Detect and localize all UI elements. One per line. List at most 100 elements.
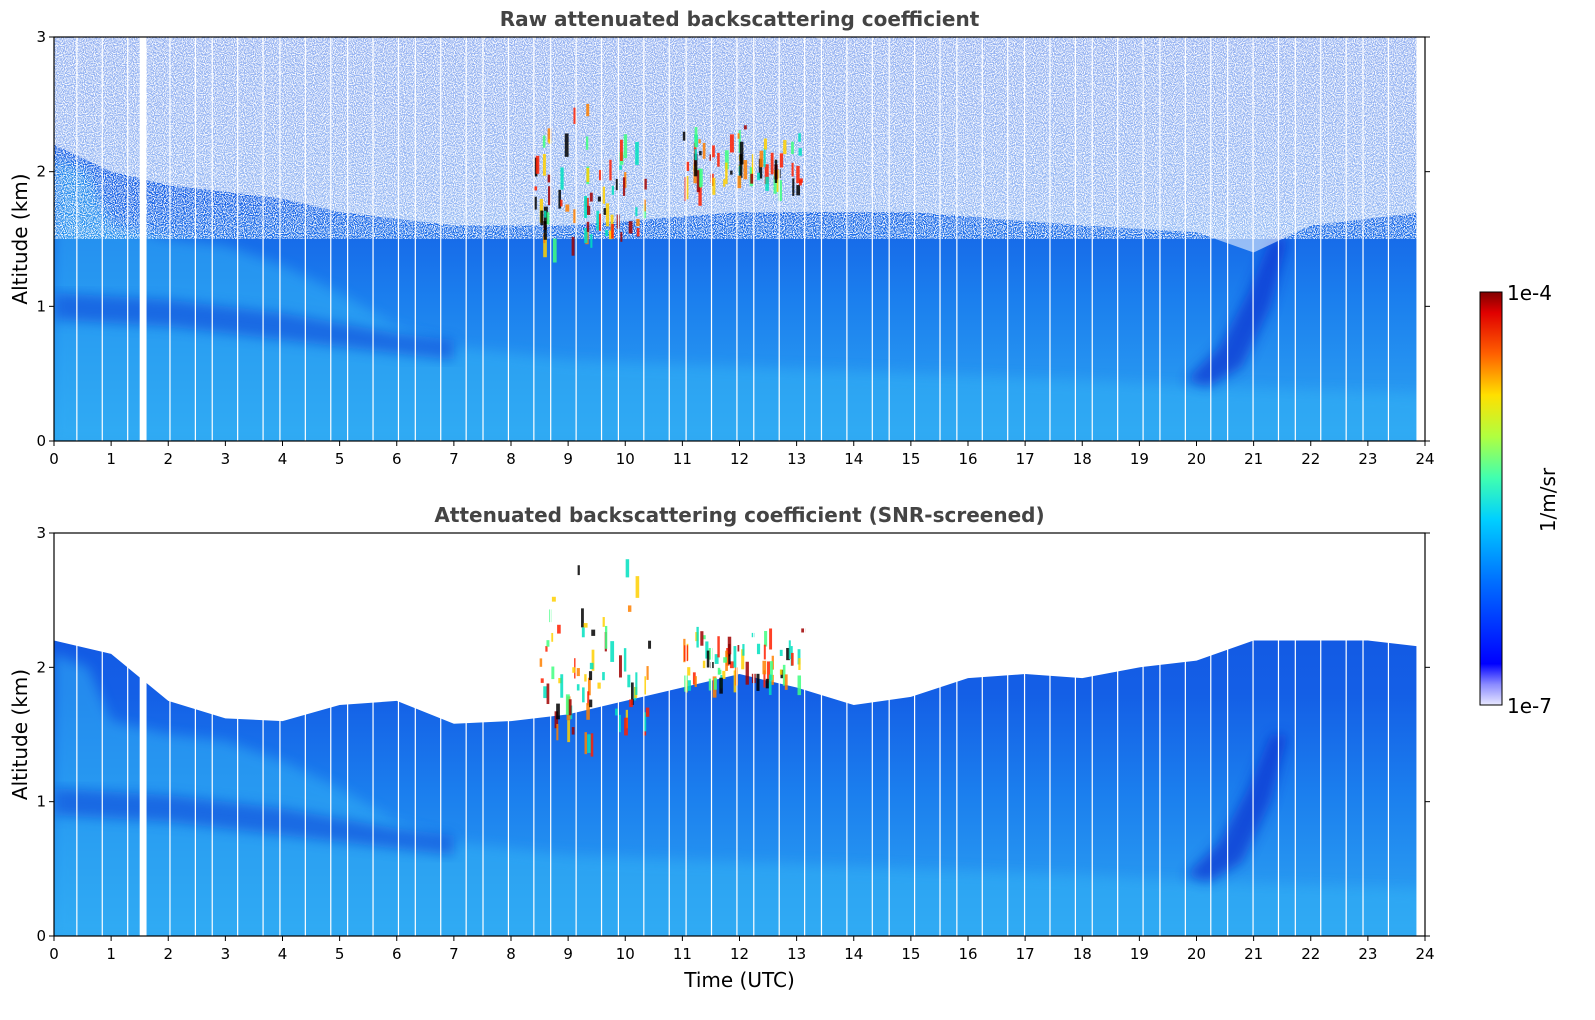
- cloud-streak: [694, 127, 698, 148]
- boundary-layer-region: [54, 158, 1425, 441]
- cloud-streak: [765, 678, 769, 689]
- cloud-streak: [729, 134, 734, 153]
- cloud-streak: [623, 648, 627, 672]
- cloud-streak: [535, 155, 540, 174]
- plot-area: [54, 37, 1425, 441]
- x-tick-label: 5: [335, 945, 345, 963]
- cloud-streak: [729, 661, 734, 669]
- x-tick-label: 7: [449, 450, 459, 468]
- cloud-streak: [590, 234, 593, 248]
- x-tick-label: 0: [49, 945, 59, 963]
- colorbar-min-label: 1e-7: [1507, 694, 1552, 718]
- cloud-streak: [604, 625, 608, 649]
- cloud-streak: [564, 133, 569, 157]
- cloud-streak: [546, 640, 550, 647]
- cloud-streak: [791, 652, 794, 666]
- colorbar: 1e-4 1e-7 1/m/sr: [1479, 281, 1560, 718]
- y-tick-label: 3: [36, 28, 46, 46]
- cloud-streak: [717, 636, 720, 658]
- cloud-streak: [769, 628, 773, 650]
- cloud-streak: [560, 167, 564, 190]
- cloud-streak: [723, 179, 726, 187]
- cloud-streak: [791, 141, 794, 154]
- x-tick-label: 11: [673, 945, 692, 963]
- x-tick-label: 22: [1301, 945, 1320, 963]
- cloud-streak: [702, 635, 706, 640]
- cloud-streak: [796, 185, 800, 196]
- cloud-streak: [764, 630, 768, 647]
- cloud-streak: [764, 164, 769, 184]
- cloud-streak: [602, 617, 605, 627]
- x-tick-label: 12: [730, 945, 749, 963]
- cloud-streak: [769, 661, 773, 681]
- dark-layer-evening: [1185, 734, 1288, 883]
- cloud-streak: [540, 678, 544, 683]
- cloud-streak: [788, 640, 791, 660]
- x-tick-label: 11: [673, 450, 692, 468]
- y-tick-label: 2: [36, 658, 46, 676]
- x-tick-label: 19: [1130, 450, 1149, 468]
- x-tick-label: 10: [616, 945, 635, 963]
- cloud-streak: [565, 694, 570, 715]
- cloud-streak: [696, 626, 699, 648]
- colorbar-max-label: 1e-4: [1507, 281, 1552, 305]
- cloud-streak: [763, 670, 766, 688]
- cloud-streak: [768, 674, 772, 695]
- cloud-streak: [692, 672, 696, 685]
- cloud-streak: [542, 135, 546, 148]
- cloud-streak: [687, 680, 691, 691]
- cloud-streak: [582, 687, 585, 703]
- cloud-streak: [618, 655, 622, 678]
- cloud-streak: [685, 176, 689, 200]
- x-tick-label: 1: [106, 945, 116, 963]
- cloud-streak: [628, 221, 633, 234]
- profile-gaps: [76, 37, 1390, 441]
- cloud-streak: [646, 666, 649, 680]
- cloud-streak: [583, 623, 588, 628]
- cloud-streak: [763, 148, 766, 168]
- cloud-streak: [712, 177, 716, 195]
- cloud-streak: [745, 661, 749, 685]
- cloud-streak: [596, 210, 600, 231]
- x-tick-label: 2: [163, 945, 173, 963]
- cloud-streak: [773, 175, 777, 194]
- cloud-streak: [736, 645, 740, 652]
- cloud-streak: [558, 189, 561, 209]
- cloud-streak: [571, 236, 575, 256]
- x-tick-label: 15: [901, 450, 920, 468]
- chart-title: Raw attenuated backscattering coefficien…: [500, 7, 980, 31]
- cloud-streak: [648, 640, 652, 649]
- cloud-streak: [798, 133, 801, 142]
- cloud-streak: [782, 664, 786, 686]
- cloud-streak: [618, 714, 621, 733]
- x-tick-label: 17: [1016, 450, 1035, 468]
- x-tick-label: 13: [787, 945, 806, 963]
- cloud-streak: [757, 172, 761, 181]
- cloud-streak: [791, 162, 794, 177]
- cloud-streak: [699, 151, 702, 156]
- cloud-streak: [642, 731, 647, 736]
- x-tick-label: 4: [278, 450, 288, 468]
- cloud-streak: [603, 208, 607, 215]
- cloud-streak: [741, 649, 745, 670]
- cloud-streak: [587, 734, 591, 753]
- cloud-streak: [642, 204, 646, 219]
- cloud-streak: [551, 596, 556, 602]
- cloud-streak: [797, 649, 801, 665]
- cloud-streak: [708, 647, 713, 660]
- screened-mask: [54, 533, 1425, 724]
- cloud-streak: [739, 154, 743, 178]
- cloud-streak: [591, 649, 595, 671]
- cloud-streak: [597, 196, 602, 202]
- cloud-streak: [543, 236, 547, 258]
- cloud-streak: [698, 184, 702, 206]
- cloud-streak: [548, 186, 552, 206]
- x-tick-label: 18: [1073, 945, 1092, 963]
- x-tick-label: 13: [787, 450, 806, 468]
- cloud-streak: [556, 723, 559, 741]
- data-gap: [139, 533, 147, 936]
- cloud-streak: [584, 674, 587, 682]
- cloud-streak: [796, 165, 800, 184]
- x-tick-label: 23: [1358, 450, 1377, 468]
- cloud-streak: [714, 678, 717, 690]
